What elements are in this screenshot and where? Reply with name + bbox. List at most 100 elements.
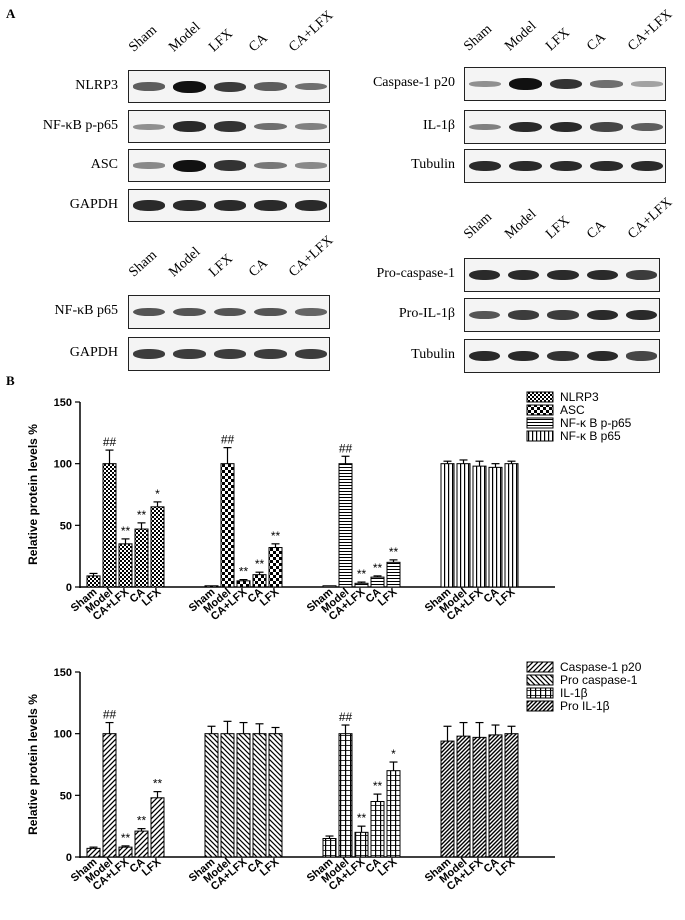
blot-band [133, 82, 166, 91]
blot-band [173, 307, 206, 317]
blot-band [586, 269, 618, 281]
x-tick-label: LFX [258, 586, 282, 609]
bar [504, 463, 519, 588]
bar [386, 770, 401, 858]
blot-band [213, 200, 247, 211]
lane-label: Model [502, 18, 540, 55]
significance-marker: ## [339, 710, 353, 724]
blot-strip [464, 339, 660, 373]
bar [338, 733, 353, 858]
legend-swatch [526, 391, 554, 403]
legend-label: NF-κ B p-p65 [560, 416, 632, 430]
lane-label: Sham [126, 247, 161, 281]
blot-band [213, 81, 247, 92]
bar [86, 847, 101, 858]
blot-band [213, 349, 247, 359]
bar [488, 466, 503, 588]
blot-band [590, 80, 623, 88]
significance-marker: ** [373, 779, 383, 793]
protein-label: Pro-IL-1β [398, 306, 455, 321]
bar [456, 735, 471, 858]
blot-band [586, 350, 618, 362]
x-tick-label: LFX [140, 856, 164, 879]
lane-label: CA [246, 31, 271, 56]
blot-strip [464, 67, 666, 101]
blot-band [173, 159, 206, 172]
lane-label: CA+LFX [286, 8, 337, 56]
blot-band [586, 309, 618, 321]
significance-marker: ** [389, 545, 399, 559]
lane-label: Sham [461, 21, 496, 55]
protein-label: Caspase-1 p20 [372, 75, 455, 90]
legend-swatch [526, 404, 554, 416]
bar [252, 574, 267, 588]
y-tick-label: 100 [54, 729, 72, 741]
protein-label: Tubulin [411, 157, 455, 172]
significance-marker: ** [357, 567, 367, 581]
blot-band [213, 307, 247, 317]
blot-band [469, 123, 502, 131]
protein-label: NF-κB p-p65 [42, 117, 118, 133]
legend-label: Pro caspase-1 [560, 673, 638, 687]
bar [150, 797, 165, 858]
blot-band [173, 80, 206, 93]
significance-marker: ** [137, 508, 147, 522]
lane-label: LFX [543, 25, 573, 55]
legend-label: Pro IL-1β [560, 699, 610, 713]
legend-swatch [526, 661, 554, 673]
blot-band [508, 350, 540, 362]
blot-band [590, 160, 623, 172]
blot-strip [128, 149, 330, 182]
lane-label: Model [502, 206, 540, 243]
protein-label: GAPDH [69, 196, 118, 212]
bar [118, 846, 133, 858]
blot-band [294, 308, 327, 316]
bar [354, 582, 369, 588]
significance-marker: ** [271, 529, 281, 543]
blot-band [469, 269, 501, 281]
blot-band [549, 78, 583, 90]
protein-label: GAPDH [69, 345, 118, 360]
bar [268, 733, 283, 858]
bar [386, 561, 401, 588]
x-tick-label: LFX [258, 856, 282, 879]
bar [220, 463, 235, 588]
lane-label: Model [166, 19, 204, 56]
legend-label: IL-1β [560, 686, 588, 700]
lane-label: CA [584, 30, 609, 55]
blot-band [294, 123, 327, 130]
blot-band [547, 350, 579, 362]
blot-band [625, 309, 657, 321]
significance-marker: ** [137, 814, 147, 828]
blot-band [254, 161, 287, 170]
bar [236, 580, 251, 588]
legend-swatch [526, 430, 554, 442]
bar [440, 740, 455, 858]
y-tick-label: 50 [60, 520, 72, 532]
y-tick-label: 50 [60, 790, 72, 802]
y-tick-label: 0 [66, 852, 72, 864]
x-tick-label: LFX [376, 856, 400, 879]
blot-strip [464, 258, 660, 292]
bar [134, 528, 149, 588]
blot-band [294, 82, 327, 91]
significance-marker: ** [255, 557, 265, 571]
bar [456, 463, 471, 588]
blot-band [469, 160, 502, 172]
significance-marker: ** [153, 777, 163, 791]
blot-band [630, 160, 663, 172]
blot-strip [464, 149, 666, 183]
lane-label: Model [166, 244, 204, 281]
significance-marker: * [391, 747, 396, 761]
panel-a-label: A [6, 6, 16, 21]
blot-band [509, 160, 542, 172]
x-tick-label: LFX [494, 586, 518, 609]
x-tick-label: LFX [140, 586, 164, 609]
blot-band [254, 349, 287, 359]
blot-band [213, 160, 247, 171]
blot-band [294, 349, 327, 359]
blot-strip [464, 298, 660, 332]
blot-band [509, 121, 542, 133]
protein-label: Tubulin [411, 347, 455, 362]
